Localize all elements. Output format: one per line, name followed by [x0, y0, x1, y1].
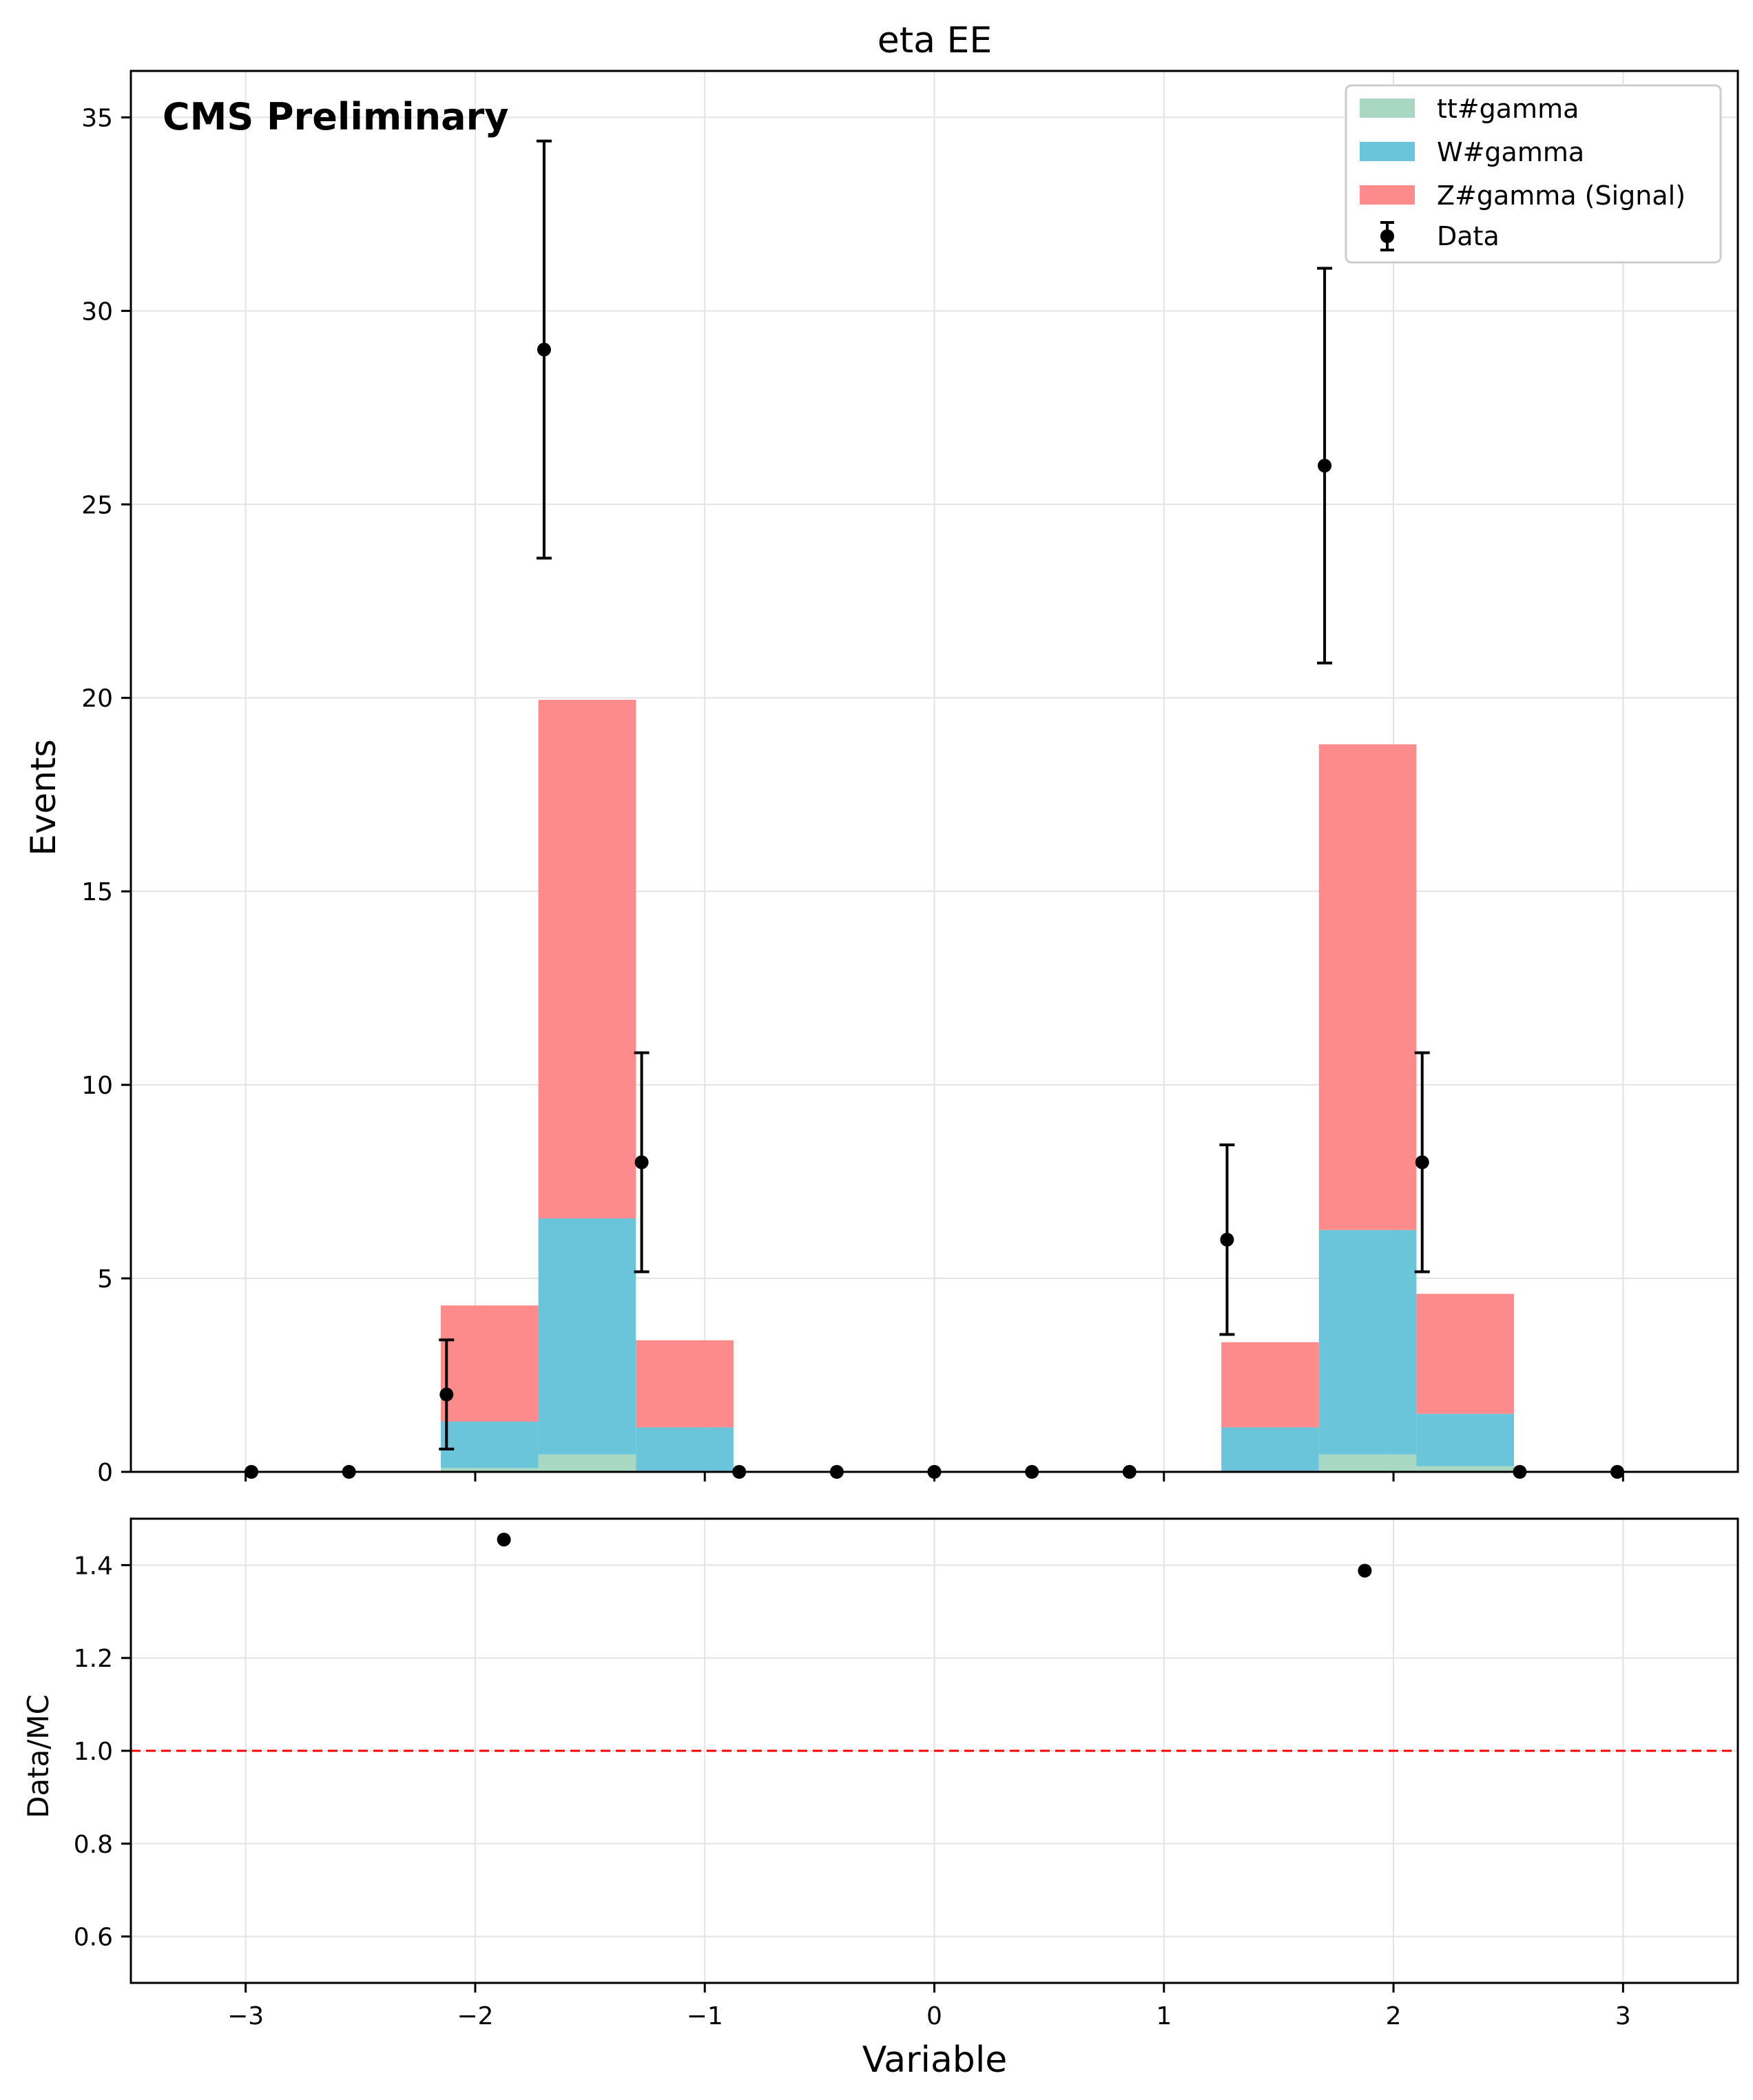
ratio-y-axis-label: Data/MC [21, 1694, 55, 1818]
ratio-ytick-label-2: 1.0 [74, 1738, 113, 1766]
data-point-11 [1318, 459, 1332, 473]
legend-swatch-wgamma [1360, 142, 1415, 161]
legend: tt#gamma W#gamma Z#gamma (Signal) Data [1345, 84, 1722, 264]
main-y-axis-label: Events [23, 739, 63, 855]
main-ytick-label-5: 25 [81, 491, 113, 519]
legend-label-data: Data [1437, 221, 1500, 251]
bar-z-gamma-signal--bin-4 [636, 1340, 734, 1428]
ratio-axes: 0.6 0.8 1.0 1.2 1.4 −3 −2 −1 0 1 2 3 [74, 1517, 1739, 2030]
legend-box [1345, 84, 1722, 264]
bar-w-gamma-bin-3 [538, 1218, 636, 1455]
ratio-point-1 [1358, 1563, 1372, 1578]
x-axis-label: Variable [862, 2039, 1008, 2081]
bar-tt-gamma-bin-12 [1416, 1466, 1515, 1472]
chart-title: eta EE [878, 20, 993, 61]
bar-z-gamma-signal--bin-10 [1221, 1342, 1319, 1428]
bar-tt-gamma-bin-3 [538, 1454, 636, 1472]
main-ytick-label-1: 5 [97, 1265, 113, 1293]
legend-swatch-zgamma [1360, 185, 1415, 205]
data-point-12 [1415, 1155, 1429, 1169]
ratio-xtick-label-4: 1 [1156, 2002, 1172, 2030]
ratio-ytick-label-0: 0.6 [74, 1924, 113, 1952]
bar-z-gamma-signal--bin-3 [538, 700, 636, 1218]
bar-z-gamma-signal--bin-2 [440, 1305, 539, 1422]
legend-swatch-ttgamma [1360, 98, 1415, 118]
main-ytick-label-4: 20 [81, 685, 113, 713]
ratio-content [131, 1532, 1738, 1752]
ratio-point-0 [497, 1532, 511, 1547]
legend-label-wgamma: W#gamma [1437, 137, 1584, 167]
ratio-xtick-label-6: 3 [1615, 2002, 1631, 2030]
ratio-xtick-label-2: −1 [687, 2002, 723, 2030]
main-ytick-label-2: 10 [81, 1072, 113, 1100]
main-ytick-label-6: 30 [81, 298, 113, 326]
bar-w-gamma-bin-12 [1416, 1413, 1515, 1466]
data-point-3 [537, 342, 551, 357]
ratio-xtick-label-5: 2 [1386, 2002, 1402, 2030]
main-ytick-label-7: 35 [81, 104, 113, 132]
main-axes: 0 5 10 15 20 25 30 35 [81, 70, 1739, 1487]
main-data-points [244, 139, 1625, 1479]
bar-w-gamma-bin-2 [440, 1421, 539, 1468]
ratio-xtick-label-3: 0 [926, 2002, 942, 2030]
legend-marker-data [1380, 221, 1394, 251]
ratio-ytick-label-4: 1.4 [74, 1552, 113, 1580]
legend-label-zgamma: Z#gamma (Signal) [1437, 180, 1685, 211]
data-point-2 [439, 1387, 454, 1402]
main-ytick-label-3: 15 [81, 878, 113, 906]
bar-tt-gamma-bin-2 [440, 1468, 539, 1472]
ratio-ytick-label-3: 1.2 [74, 1645, 113, 1673]
cms-preliminary-label: CMS Preliminary [163, 95, 508, 138]
legend-label-ttgamma: tt#gamma [1437, 94, 1579, 124]
data-point-4 [634, 1155, 649, 1169]
bar-w-gamma-bin-11 [1318, 1229, 1417, 1455]
ratio-xtick-label-1: −2 [457, 2002, 493, 2030]
data-point-10 [1220, 1232, 1234, 1247]
bar-tt-gamma-bin-11 [1318, 1454, 1417, 1472]
ratio-ytick-label-1: 0.8 [74, 1831, 113, 1859]
ratio-xtick-label-0: −3 [227, 2002, 264, 2030]
bar-w-gamma-bin-4 [636, 1427, 734, 1472]
main-ytick-label-0: 0 [97, 1459, 113, 1487]
bar-z-gamma-signal--bin-11 [1318, 744, 1417, 1230]
bar-z-gamma-signal--bin-12 [1416, 1293, 1515, 1414]
bar-w-gamma-bin-10 [1221, 1427, 1319, 1472]
main-bars [440, 700, 1515, 1472]
